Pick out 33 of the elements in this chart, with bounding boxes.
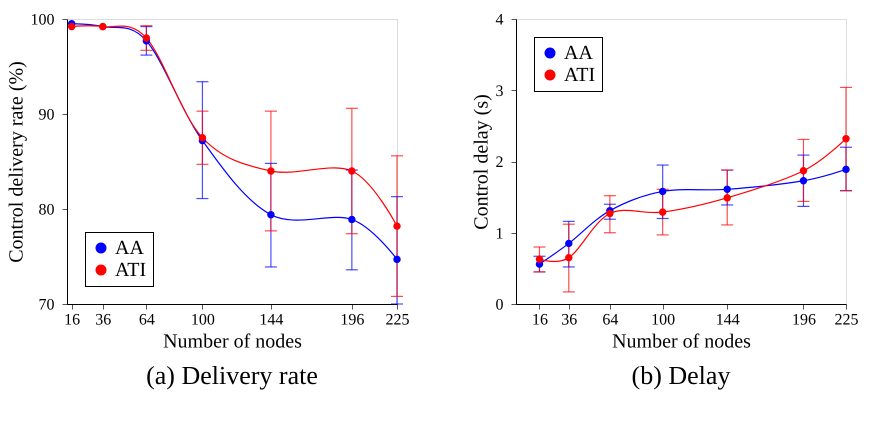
x-tick-label: 196 (792, 312, 816, 328)
y-tick-label: 80 (38, 202, 54, 218)
legend-label: ATI (564, 64, 596, 86)
x-tick-label: 100 (651, 312, 676, 328)
y-tick-label: 100 (30, 12, 54, 28)
x-tick-label: 196 (340, 312, 364, 328)
legend-label: AA (564, 42, 594, 64)
legend-label: ATI (115, 259, 146, 281)
y-tick-label: 1 (496, 225, 504, 242)
y-axis-title: Control delivery rate (%) (6, 61, 28, 263)
y-tick-label: 2 (496, 154, 504, 171)
x-tick-label: 100 (190, 312, 215, 328)
x-tick-label: 36 (95, 312, 112, 328)
y-tick-label: 70 (38, 296, 54, 314)
x-tick-label: 16 (532, 312, 548, 328)
y-tick-label: 4 (496, 12, 504, 28)
y-tick-label: 3 (496, 82, 504, 100)
x-tick-label: 225 (834, 312, 858, 328)
x-tick-label: 144 (716, 312, 740, 328)
x-tick-label: 16 (64, 312, 80, 328)
x-axis-title: Number of nodes (612, 330, 752, 352)
text: (b) Delay (632, 361, 730, 390)
legend-label: AA (115, 237, 144, 259)
x-tick-label: 36 (561, 312, 578, 328)
y-tick-label: 0 (496, 296, 504, 314)
y-tick-label: 90 (38, 106, 54, 124)
x-tick-label: 64 (138, 312, 155, 328)
y-axis-title: Control delay (s) (470, 94, 492, 230)
x-tick-label: 225 (386, 312, 410, 328)
text: (a) Delivery rate (146, 361, 318, 390)
x-axis-title: Number of nodes (163, 330, 302, 352)
x-tick-label: 64 (602, 312, 618, 328)
x-tick-label: 144 (259, 312, 284, 328)
